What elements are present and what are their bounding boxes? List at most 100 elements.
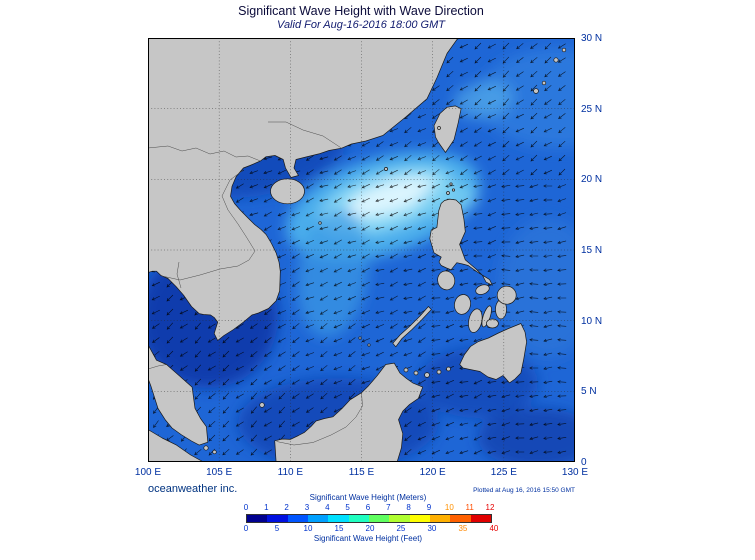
wave-direction-arrow: [557, 324, 567, 328]
wave-direction-arrow: [530, 98, 538, 106]
wave-direction-arrow: [347, 296, 357, 301]
wave-direction-arrow: [347, 240, 357, 244]
wave-direction-arrow: [249, 170, 259, 175]
feet-tick-label: 40: [489, 524, 499, 533]
wave-direction-arrow: [445, 422, 455, 427]
wave-direction-arrow: [445, 407, 454, 413]
wave-direction-arrow: [278, 406, 286, 414]
wave-direction-arrow: [263, 393, 272, 399]
wave-direction-arrow: [235, 393, 244, 399]
wave-direction-arrow: [459, 268, 469, 273]
wave-direction-arrow: [333, 253, 342, 259]
wave-direction-arrow: [263, 225, 272, 231]
wave-direction-arrow: [333, 352, 343, 357]
colorbar-segment: [307, 515, 329, 522]
wave-direction-arrow: [431, 296, 441, 300]
wave-direction-arrow: [459, 450, 469, 455]
wave-direction-arrow: [529, 198, 539, 203]
wave-direction-arrow: [235, 351, 244, 357]
wave-direction-arrow: [278, 379, 286, 385]
wave-direction-arrow: [459, 394, 469, 398]
wave-direction-arrow: [515, 422, 525, 426]
wave-direction-arrow: [277, 351, 286, 357]
wave-direction-arrow: [263, 170, 273, 175]
wave-direction-arrow: [179, 323, 188, 329]
wave-direction-arrow: [235, 337, 244, 343]
wave-direction-arrow: [431, 449, 441, 455]
wave-direction-arrow: [459, 324, 469, 328]
wave-direction-arrow: [487, 268, 497, 273]
page-title: Significant Wave Height with Wave Direct…: [238, 4, 484, 18]
wave-direction-arrow: [445, 351, 455, 357]
wave-direction-arrow: [347, 156, 357, 161]
wave-direction-arrow: [474, 113, 482, 119]
wave-direction-arrow: [222, 434, 230, 442]
wave-direction-arrow: [473, 421, 482, 427]
wave-direction-arrow: [487, 380, 497, 384]
wave-direction-arrow: [375, 169, 384, 175]
wave-direction-arrow: [515, 240, 525, 245]
wave-direction-arrow: [277, 212, 287, 217]
meter-tick-label: 6: [365, 503, 371, 512]
wave-direction-arrow: [333, 155, 342, 161]
wave-direction-arrow: [529, 296, 539, 300]
colorbar-segment: [389, 515, 410, 522]
wave-direction-arrow: [263, 351, 272, 357]
wave-direction-arrow: [529, 352, 539, 356]
wave-direction-arrow: [417, 114, 427, 119]
wave-direction-arrow: [250, 406, 257, 414]
wave-direction-arrow: [446, 70, 454, 78]
wave-direction-arrow: [333, 197, 342, 203]
wave-direction-arrow: [515, 226, 525, 230]
wave-direction-arrow: [474, 98, 482, 106]
wave-direction-arrow: [235, 421, 244, 427]
wave-direction-arrow: [544, 56, 552, 64]
wave-direction-arrow: [473, 282, 483, 286]
wave-direction-arrow: [278, 392, 286, 400]
wave-direction-arrow: [543, 184, 553, 188]
wave-direction-arrow: [403, 338, 413, 343]
wave-direction-arrow: [417, 267, 426, 273]
wave-direction-arrow: [557, 212, 567, 217]
wave-direction-arrow: [459, 155, 468, 161]
colorbar-segment: [368, 515, 390, 522]
wave-direction-arrow: [263, 156, 273, 161]
lon-axis-label: 115 E: [348, 467, 375, 478]
plot-frame: [148, 38, 575, 462]
wave-direction-arrow: [320, 407, 328, 414]
land-borneo: [274, 362, 424, 462]
wave-direction-arrow: [403, 268, 413, 272]
wave-direction-arrow: [348, 351, 356, 357]
wave-direction-arrow: [487, 198, 497, 203]
wave-direction-arrow: [375, 198, 385, 203]
wave-direction-arrow: [431, 352, 441, 356]
wave-direction-arrow: [222, 392, 230, 400]
wave-direction-arrow: [250, 364, 258, 372]
wave-direction-arrow: [207, 379, 216, 385]
wave-direction-arrow: [501, 254, 511, 258]
wave-direction-arrow: [403, 198, 413, 203]
wave-direction-arrow: [319, 184, 329, 188]
wave-direction-arrow: [277, 226, 287, 231]
wave-direction-arrow: [544, 42, 552, 50]
colorbar-segment: [328, 515, 349, 522]
wave-direction-arrow: [417, 450, 427, 455]
wave-direction-arrow: [403, 226, 413, 231]
wave-direction-arrow: [389, 198, 399, 203]
wave-direction-arrow: [431, 394, 441, 399]
wave-direction-arrow: [417, 407, 426, 413]
wave-direction-arrow: [389, 225, 398, 231]
meter-tick-label: 8: [406, 503, 411, 512]
wave-direction-arrow: [222, 336, 230, 344]
wave-direction-arrow: [501, 394, 511, 399]
wave-direction-arrow: [403, 296, 413, 300]
meter-tick-label: 9: [426, 503, 432, 512]
colorbar-segment: [470, 515, 491, 522]
wave-direction-arrow: [530, 84, 538, 92]
wave-direction-arrow: [235, 435, 244, 441]
wave-direction-arrow: [235, 449, 244, 455]
wave-direction-arrow: [333, 281, 342, 287]
wave-direction-arrow: [404, 435, 412, 441]
wave-direction-arrow: [487, 450, 497, 454]
wave-direction-arrow: [459, 71, 468, 77]
